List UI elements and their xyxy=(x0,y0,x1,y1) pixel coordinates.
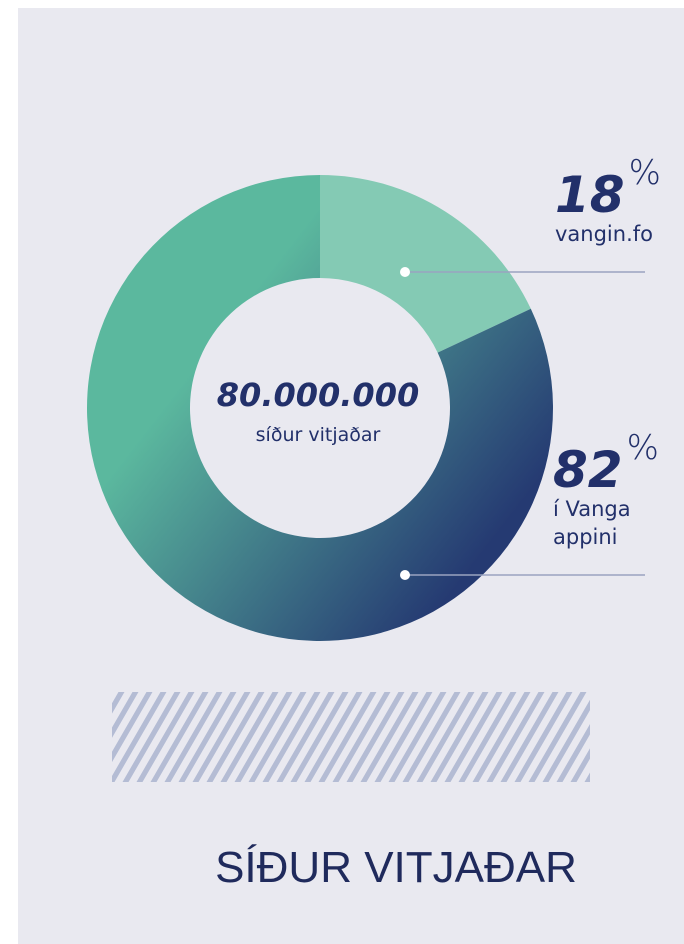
value-label: 18 xyxy=(555,166,625,224)
center-sublabel: síður vitjaðar xyxy=(255,424,381,446)
donut-segment xyxy=(320,175,531,353)
leader-dot xyxy=(400,267,410,277)
unit: % xyxy=(628,153,661,193)
category-label: vangin.fo xyxy=(555,222,653,246)
segment-label: 18% vangin.fo xyxy=(555,156,665,248)
title: SÍÐUR VITJAÐAR xyxy=(215,843,577,892)
donut-segment xyxy=(86,175,553,641)
hatch-decoration xyxy=(112,692,590,782)
unit: % xyxy=(626,428,659,468)
segment-label: 82% í Vanga appini xyxy=(553,431,663,551)
category-label: í Vanga appini xyxy=(553,497,631,549)
value-label: 82 xyxy=(553,441,623,499)
leader-dot xyxy=(400,570,410,580)
center-label: 80.000.000 xyxy=(216,376,420,414)
center-text: 80.000.000 síður vitjaðar xyxy=(186,376,450,446)
